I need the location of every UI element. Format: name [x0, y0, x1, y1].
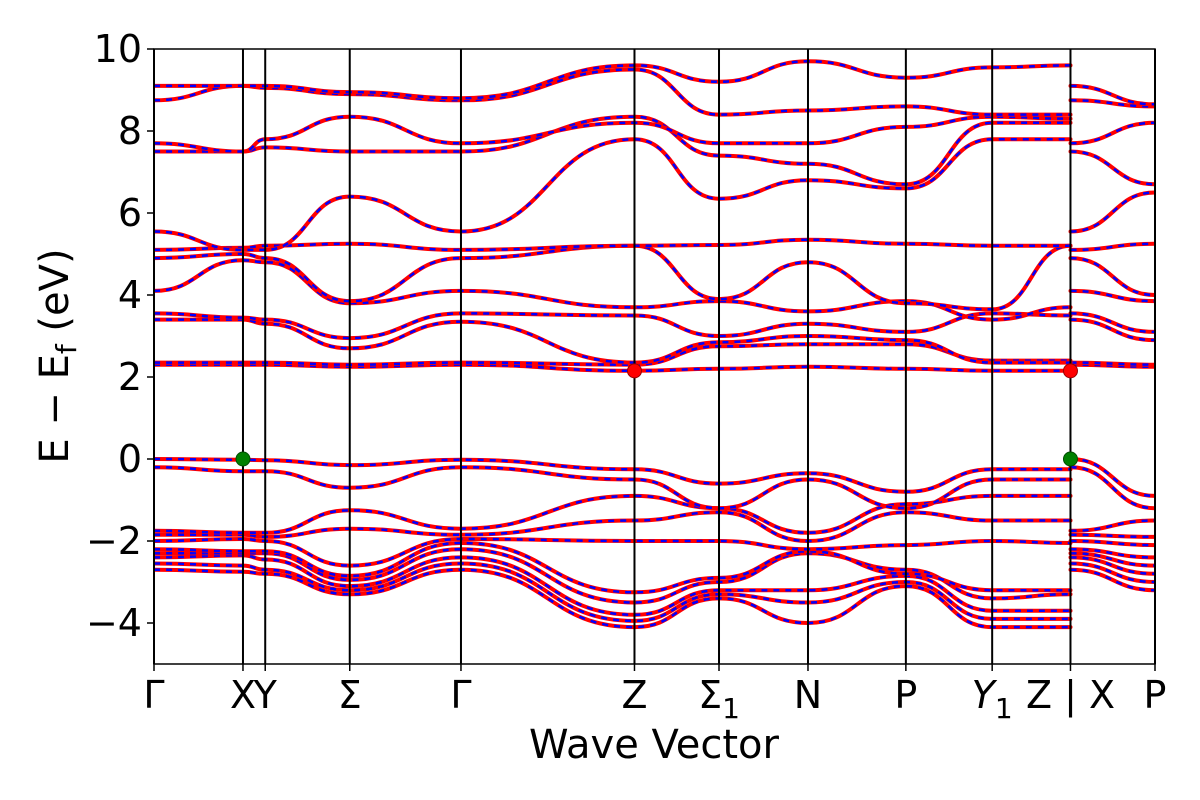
- band-line-spin-down: [1070, 99, 1155, 108]
- x-tick-label-sub: 1: [995, 692, 1013, 725]
- x-tick-label: Y: [253, 673, 278, 717]
- band-line-spin-down: [1070, 256, 1155, 297]
- band-line-spin-down: [1070, 568, 1155, 592]
- plot-frame: [153, 48, 1156, 665]
- y-tick-label: 6: [118, 191, 142, 235]
- x-tick-label-main: Σ: [698, 673, 722, 717]
- extrema-markers: [235, 363, 1078, 467]
- x-tick-label-main: Γ: [143, 673, 164, 717]
- vbm-marker: [235, 451, 251, 467]
- band-line-spin-up: [154, 537, 1073, 568]
- band-line-spin-down: [1070, 84, 1155, 106]
- band-line-spin-up: [154, 59, 1073, 101]
- band-line-spin-down: [1070, 363, 1155, 369]
- x-tick-label: N: [794, 673, 822, 717]
- cbm-marker: [626, 363, 642, 379]
- band-line-spin-down: [154, 137, 1071, 252]
- band-line-spin-down: [1070, 242, 1155, 252]
- band-line-spin-down: [1070, 457, 1155, 498]
- x-tick-label: Σ1: [698, 673, 740, 725]
- bands-layer: [154, 59, 1155, 630]
- x-tick-label: X: [230, 673, 256, 717]
- band-line-spin-down: [1070, 361, 1155, 366]
- vbm-marker: [1062, 451, 1078, 467]
- y-tick-label: 8: [118, 109, 142, 153]
- y-tick-label: 2: [118, 355, 142, 399]
- x-tick-label: P: [1144, 673, 1167, 717]
- x-tick-label: Σ: [338, 673, 362, 717]
- y-axis-label-main: E − E: [32, 354, 78, 464]
- x-tick-label-main: P: [894, 673, 917, 717]
- y-tick-label: 0: [118, 437, 142, 481]
- band-line-spin-up: [1068, 149, 1155, 187]
- band-line-spin-down: [1070, 312, 1155, 334]
- x-tick-label: Γ: [143, 673, 164, 717]
- y-axis-ticks: −4 −2 0 2 4 6 8 10: [86, 27, 154, 645]
- y-axis-label-sub: f: [50, 343, 83, 354]
- band-line-spin-down: [1070, 556, 1155, 576]
- cbm-marker: [1062, 363, 1078, 379]
- band-line-spin-down: [154, 363, 1071, 373]
- x-tick-label-main: X: [230, 673, 256, 717]
- x-tick-label-main: Z: [621, 673, 647, 717]
- x-axis-label: Wave Vector: [529, 722, 780, 768]
- x-tick-label-main: Γ: [450, 673, 471, 717]
- band-line-spin-down: [154, 238, 1071, 252]
- band-line-spin-up: [154, 541, 1073, 595]
- y-tick-label: −2: [86, 519, 142, 563]
- band-line-spin-down: [154, 258, 1071, 321]
- y-tick-label: 4: [118, 273, 142, 317]
- band-line-spin-down: [1070, 465, 1155, 510]
- x-tick-label-main: P: [1144, 673, 1167, 717]
- x-tick-label-main: Z | X: [1026, 673, 1115, 718]
- x-tick-label: Z: [621, 673, 647, 717]
- band-line-spin-up: [154, 553, 1073, 617]
- band-line-spin-down: [1070, 318, 1155, 342]
- band-line-spin-down: [154, 511, 1071, 543]
- x-tick-label-main: Σ: [338, 673, 362, 717]
- band-line-spin-down: [1070, 547, 1155, 559]
- band-line-spin-up: [154, 137, 1073, 252]
- y-tick-label: 10: [94, 27, 142, 71]
- band-line-spin-down: [1070, 562, 1155, 584]
- x-tick-label: Z | X: [1026, 673, 1115, 718]
- band-line-spin-down: [1070, 121, 1155, 145]
- band-line-spin-up: [154, 243, 1073, 312]
- band-line-spin-down: [154, 115, 1071, 153]
- band-line-spin-down: [1070, 519, 1155, 533]
- band-line-spin-down: [1070, 289, 1155, 303]
- x-tick-label-main: Y: [253, 673, 278, 717]
- x-tick-label-main: N: [794, 673, 822, 717]
- x-tick-label: P: [894, 673, 917, 717]
- x-tick-label: Y1: [972, 673, 1013, 725]
- band-line-spin-up: [1068, 190, 1155, 234]
- band-line-spin-down: [154, 541, 1071, 594]
- y-axis-label: E − Ef (eV): [32, 248, 83, 463]
- band-line-spin-up: [1068, 120, 1155, 146]
- x-tick-label-sub: 1: [722, 692, 740, 725]
- y-tick-label: −4: [86, 601, 142, 645]
- band-line-spin-down: [1070, 533, 1155, 539]
- band-line-spin-down: [1070, 552, 1155, 567]
- band-line-spin-down: [1070, 539, 1155, 547]
- y-axis-label-unit: (eV): [32, 248, 78, 344]
- x-tick-label: Γ: [450, 673, 471, 717]
- x-tick-label-main: Y: [972, 673, 998, 717]
- band-line-spin-up: [154, 311, 1073, 341]
- band-line-spin-down: [154, 244, 1071, 311]
- band-line-spin-down: [1070, 191, 1155, 233]
- band-line-spin-up: [154, 317, 1073, 365]
